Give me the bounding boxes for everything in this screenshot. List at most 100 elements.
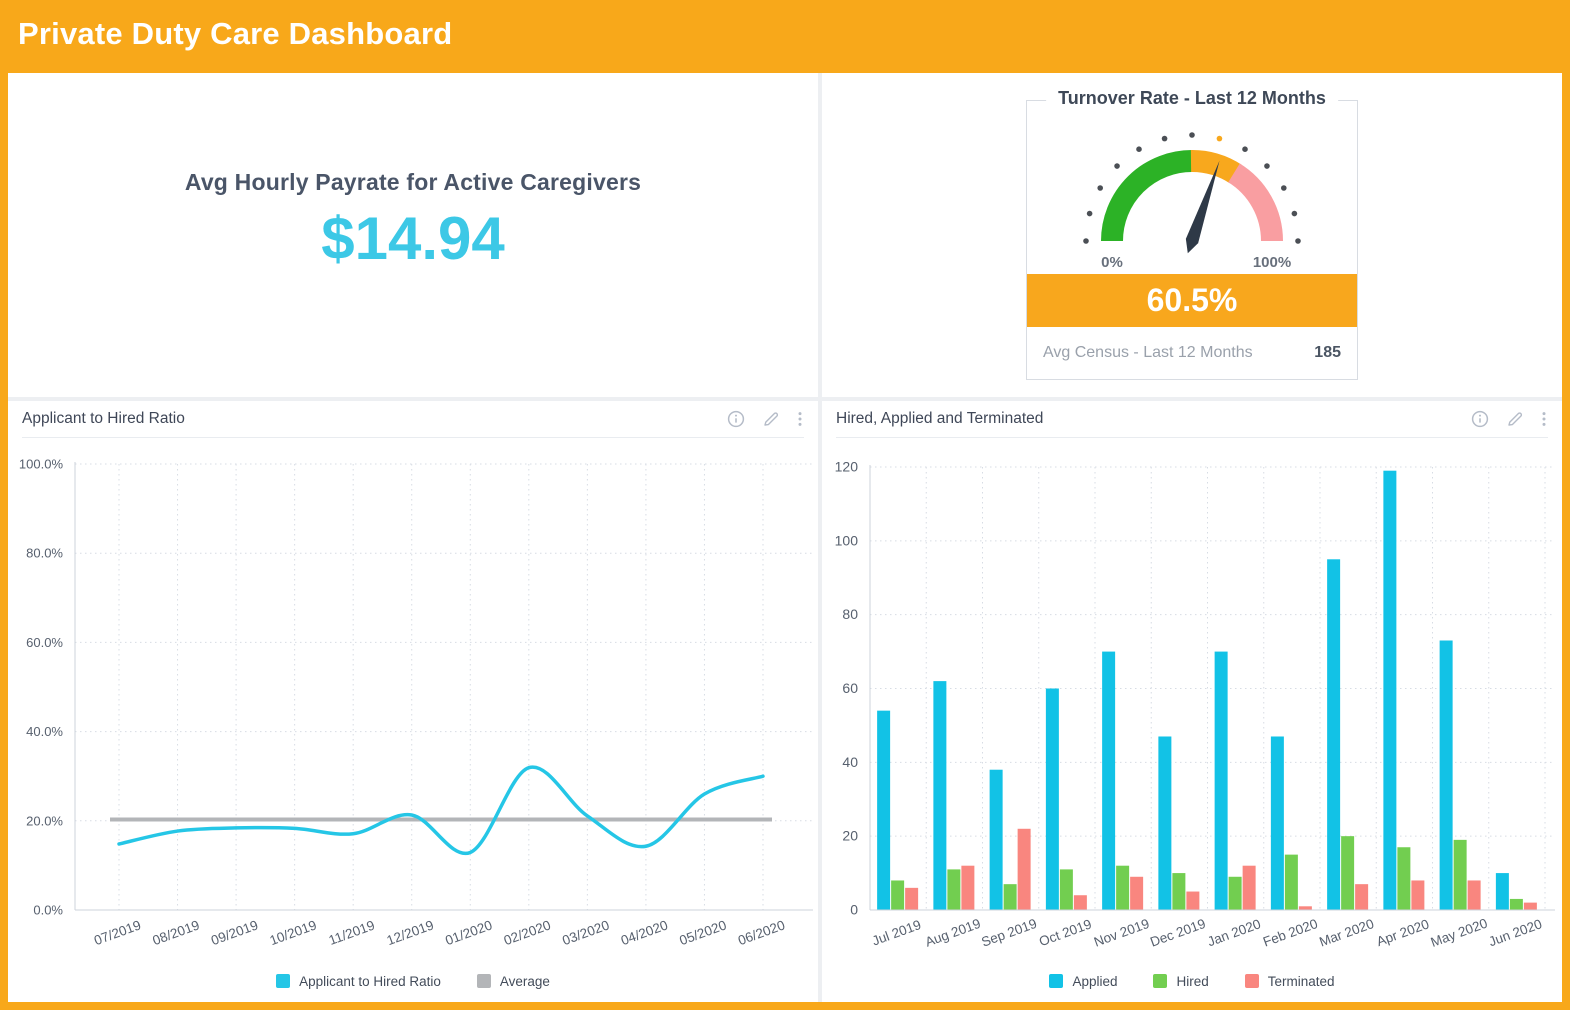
ratio-series-line[interactable]	[117, 765, 765, 856]
applied-bar[interactable]	[1327, 559, 1341, 910]
x-tick-label: 08/2019	[151, 917, 202, 948]
terminated-bar[interactable]	[905, 887, 919, 910]
payrate-panel: Avg Hourly Payrate for Active Caregivers…	[8, 73, 818, 397]
kebab-menu-icon[interactable]	[796, 409, 804, 429]
applied-bar[interactable]	[1495, 873, 1509, 910]
legend-label: Average	[499, 973, 550, 989]
gauge-tick-dot	[1083, 238, 1089, 244]
hired-bar[interactable]	[1059, 869, 1073, 910]
applied-bar[interactable]	[933, 681, 947, 910]
gauge-tick-dot	[1086, 210, 1093, 217]
terminated-bar[interactable]	[1467, 880, 1481, 910]
applied-bar[interactable]	[989, 769, 1003, 910]
applied-bar[interactable]	[1045, 688, 1059, 911]
y-tick-label: 80	[842, 606, 858, 622]
ratio-chart-title: Applicant to Hired Ratio	[22, 410, 185, 427]
terminated-bar[interactable]	[1298, 906, 1312, 910]
applied-bar[interactable]	[1383, 470, 1397, 910]
edit-icon[interactable]	[1505, 409, 1525, 429]
legend-item[interactable]: Hired	[1153, 973, 1209, 989]
terminated-bar[interactable]	[1411, 880, 1425, 910]
legend-swatch	[1153, 974, 1168, 988]
legend-swatch	[476, 974, 491, 988]
x-tick-label: Sep 2019	[979, 916, 1038, 950]
terminated-bar[interactable]	[961, 865, 975, 910]
census-value: 185	[1314, 344, 1341, 361]
dashboard-grid: Avg Hourly Payrate for Active Caregivers…	[8, 73, 1562, 1002]
bar-chart-actions	[1470, 409, 1548, 429]
terminated-series[interactable]	[905, 828, 1537, 910]
terminated-bar[interactable]	[1017, 828, 1031, 910]
terminated-bar[interactable]	[1073, 895, 1087, 910]
hired-bar[interactable]	[1172, 873, 1186, 910]
x-tick-label: 07/2019	[92, 917, 143, 948]
terminated-bar[interactable]	[1523, 902, 1537, 910]
x-tick-label: 12/2019	[385, 917, 436, 948]
applied-bar[interactable]	[1270, 736, 1284, 910]
gauge-tick-dot	[1161, 135, 1168, 142]
x-tick-label: Aug 2019	[923, 916, 982, 950]
hired-bar[interactable]	[1341, 836, 1355, 910]
turnover-panel: Turnover Rate - Last 12 Months 0% 100% 60…	[822, 73, 1562, 397]
y-tick-label: 40	[842, 754, 858, 770]
hired-bar[interactable]	[1284, 854, 1298, 910]
y-tick-label: 20.0%	[26, 813, 63, 828]
hired-bar[interactable]	[1453, 839, 1467, 910]
hired-bar[interactable]	[891, 880, 905, 910]
x-tick-label: Apr 2020	[1375, 916, 1432, 949]
terminated-bar[interactable]	[1186, 891, 1200, 910]
legend-item[interactable]: Applied	[1049, 974, 1117, 989]
y-tick-label: 120	[835, 459, 859, 475]
terminated-bar[interactable]	[1130, 876, 1144, 910]
x-tick-label: Oct 2019	[1037, 916, 1094, 949]
applied-bar[interactable]	[1214, 651, 1228, 910]
gauge-max-label: 100%	[1253, 254, 1291, 269]
applied-bar[interactable]	[1158, 736, 1172, 910]
x-tick-label: 03/2020	[560, 917, 611, 948]
bar-chart-legend: Applied Hired Terminated	[822, 960, 1562, 1002]
legend-item[interactable]: Applicant to Hired Ratio	[276, 974, 441, 989]
turnover-card: Turnover Rate - Last 12 Months 0% 100% 60…	[1026, 88, 1358, 380]
y-tick-label: 60	[842, 680, 858, 696]
legend-label: Hired	[1176, 973, 1209, 989]
legend-item[interactable]: Terminated	[1244, 973, 1335, 989]
applied-series[interactable]	[877, 470, 1509, 911]
legend-label: Terminated	[1267, 973, 1335, 989]
edit-icon[interactable]	[761, 409, 781, 429]
turnover-title: Turnover Rate - Last 12 Months	[1046, 88, 1338, 109]
hired-bar[interactable]	[1003, 884, 1017, 910]
applied-bar[interactable]	[877, 710, 891, 910]
legend-swatch	[1244, 974, 1259, 988]
gauge-segment	[1190, 150, 1242, 184]
x-tick-label: 11/2019	[327, 918, 377, 948]
y-tick-label: 100.0%	[19, 457, 64, 472]
applied-bar[interactable]	[1102, 651, 1116, 910]
legend-item[interactable]: Average	[476, 973, 550, 989]
hired-series[interactable]	[891, 836, 1523, 910]
x-tick-label: 05/2020	[677, 917, 728, 948]
ratio-chart-body: 0.0% 20.0% 40.0% 60.0% 80.0% 100.0% 07/2019 08/…	[8, 439, 818, 1002]
info-icon[interactable]	[1470, 409, 1490, 429]
hired-bar[interactable]	[1397, 847, 1411, 910]
hired-bar[interactable]	[1228, 876, 1242, 910]
info-icon[interactable]	[726, 409, 746, 429]
gauge-tick-dot	[1216, 135, 1223, 142]
gauge-tick-dot	[1242, 146, 1248, 153]
ratio-chart-actions	[726, 409, 804, 429]
terminated-bar[interactable]	[1242, 865, 1256, 910]
census-label: Avg Census - Last 12 Months	[1043, 344, 1253, 361]
applied-bar[interactable]	[1439, 640, 1453, 910]
legend-swatch	[1049, 974, 1064, 988]
hired-bar[interactable]	[947, 869, 961, 910]
hired-bar[interactable]	[1509, 898, 1523, 910]
y-tick-label: 0	[850, 902, 858, 918]
x-tick-label: 09/2019	[209, 917, 260, 948]
terminated-bar[interactable]	[1355, 884, 1369, 910]
kebab-menu-icon[interactable]	[1540, 409, 1548, 429]
hired-bar[interactable]	[1116, 865, 1130, 910]
x-tick-label: 10/2019	[268, 917, 319, 948]
x-tick-label: 02/2020	[502, 917, 553, 948]
x-tick-label: Jul 2019	[870, 917, 923, 949]
ratio-chart-panel: Applicant to Hired Ratio 0.0% 20.0% 40.0% 6…	[8, 401, 818, 1002]
